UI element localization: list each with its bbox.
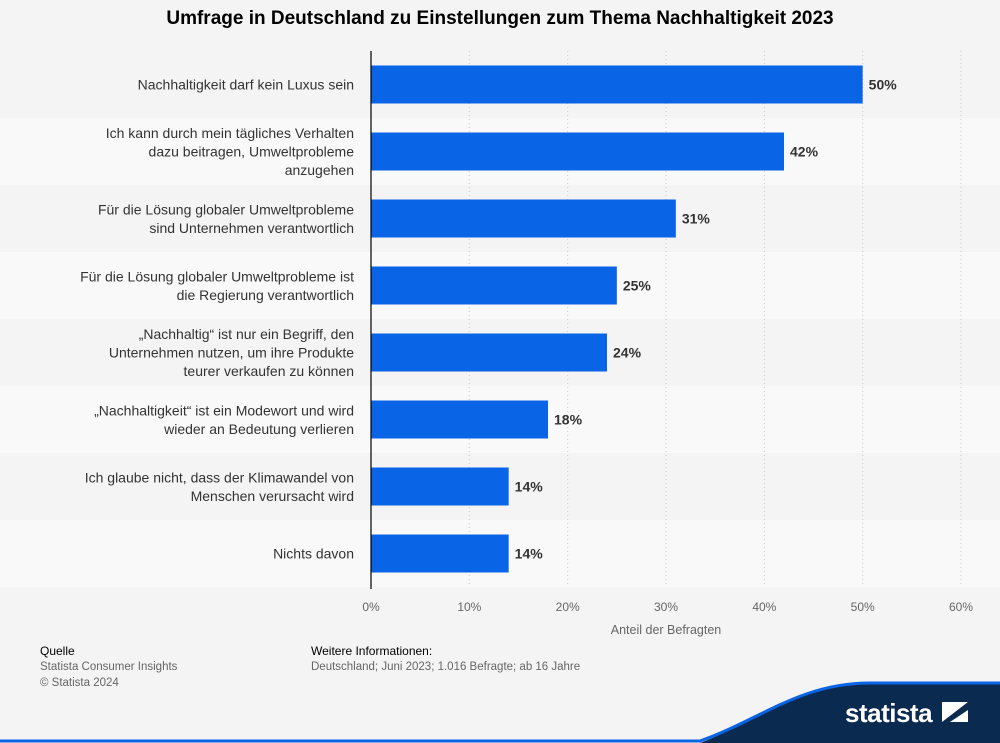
category-label-line: wieder an Bedeutung verlieren <box>163 421 354 437</box>
category-label-line: Für die Lösung globaler Umweltprobleme i… <box>80 268 354 284</box>
category-label: Für die Lösung globaler Umweltprobleme si… <box>98 201 354 236</box>
x-tick-label: 20% <box>556 600 580 614</box>
bar <box>371 467 509 506</box>
bar <box>371 65 863 104</box>
x-tick-label: 10% <box>457 600 481 614</box>
bar <box>371 132 784 171</box>
category-label-line: Nichts davon <box>273 546 354 562</box>
category-label: „Nachhaltigkeit“ ist ein Modewort und wi… <box>94 402 354 437</box>
chart-title: Umfrage in Deutschland zu Einstellungen … <box>166 8 834 29</box>
category-label-line: dazu beitragen, Umweltprobleme <box>149 144 355 160</box>
category-label-line: Menschen verursacht wird <box>191 488 354 504</box>
category-label: Ich kann durch mein tägliches Verhalten d… <box>106 125 354 178</box>
category-label-line: „Nachhaltigkeit“ ist ein Modewort und wi… <box>94 402 354 418</box>
x-axis-title: Anteil der Befragten <box>611 623 722 637</box>
x-tick-label: 50% <box>851 600 875 614</box>
category-label: Ich glaube nicht, dass der Klimawandel v… <box>85 469 354 504</box>
category-label-line: Für die Lösung globaler Umweltprobleme <box>98 201 354 217</box>
x-tick-label: 60% <box>949 600 973 614</box>
category-label-line: Nachhaltigkeit darf kein Luxus sein <box>138 77 354 93</box>
bar <box>371 534 509 573</box>
info-heading: Weitere Informationen: <box>311 644 433 658</box>
bar <box>371 199 676 238</box>
x-tick-label: 0% <box>362 600 380 614</box>
data-label: 42% <box>790 144 819 160</box>
category-label: Nichts davon <box>273 546 354 562</box>
source-heading: Quelle <box>40 644 75 658</box>
category-label: Für die Lösung globaler Umweltprobleme i… <box>80 268 354 303</box>
category-label-line: Ich glaube nicht, dass der Klimawandel v… <box>85 469 354 485</box>
category-label-line: anzugehen <box>285 162 354 178</box>
data-label: 14% <box>515 479 544 495</box>
bar <box>371 400 548 439</box>
category-label-line: sind Unternehmen verantwortlich <box>149 220 354 236</box>
data-label: 25% <box>623 278 652 294</box>
statista-logo-icon <box>942 702 968 722</box>
data-label: 31% <box>682 211 711 227</box>
banner-accent-line <box>0 681 1000 743</box>
x-tick-label: 40% <box>752 600 776 614</box>
bar <box>371 333 607 372</box>
x-tick-label: 30% <box>654 600 678 614</box>
category-label: „Nachhaltig“ ist nur ein Begriff, den Unt… <box>109 326 354 379</box>
category-label-line: teurer verkaufen zu können <box>184 363 354 379</box>
banner-shape <box>700 683 1000 743</box>
category-label-line: Ich kann durch mein tägliches Verhalten <box>106 125 354 141</box>
statista-logo-text: statista <box>845 698 933 728</box>
data-label: 18% <box>554 412 583 428</box>
data-label: 50% <box>869 77 898 93</box>
info-text: Deutschland; Juni 2023; 1.016 Befragte; … <box>311 661 581 673</box>
source-line-1: Statista Consumer Insights <box>40 661 178 673</box>
category-label-line: Unternehmen nutzen, um ihre Produkte <box>109 345 354 361</box>
category-label-line: die Regierung verantwortlich <box>177 287 354 303</box>
data-label: 14% <box>515 546 544 562</box>
bar <box>371 266 617 305</box>
category-label-line: „Nachhaltig“ ist nur ein Begriff, den <box>139 326 354 342</box>
source-line-2: © Statista 2024 <box>40 677 119 689</box>
category-label: Nachhaltigkeit darf kein Luxus sein <box>138 77 354 93</box>
source-block: Quelle Statista Consumer Insights © Stat… <box>40 643 177 691</box>
info-block: Weitere Informationen: Deutschland; Juni… <box>311 643 580 675</box>
data-label: 24% <box>613 345 642 361</box>
